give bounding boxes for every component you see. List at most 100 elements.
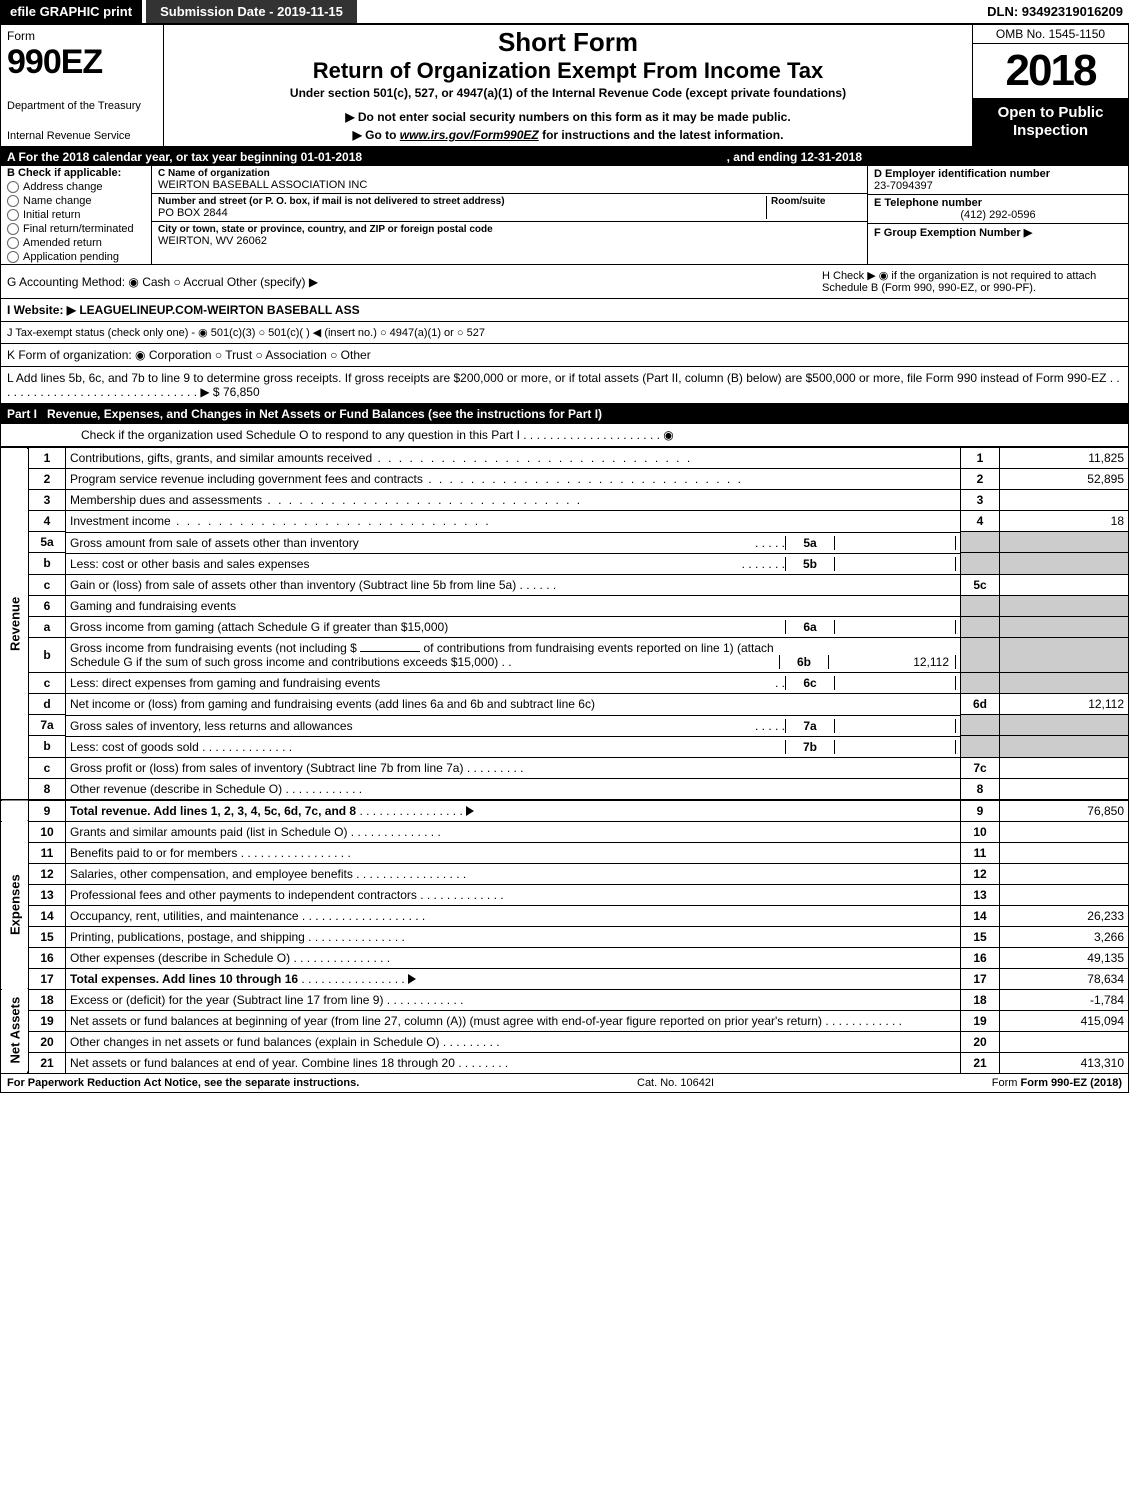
ln: c — [28, 672, 66, 694]
lnno: 9 — [961, 800, 1000, 822]
desc: Printing, publications, postage, and shi… — [66, 926, 961, 947]
subamt — [835, 536, 956, 550]
c-label: C Name of organization — [158, 168, 861, 179]
part1-header: Part I Revenue, Expenses, and Changes in… — [1, 404, 1128, 424]
desc: Gross sales of inventory, less returns a… — [66, 715, 960, 736]
amt — [1000, 1031, 1129, 1052]
amt — [1000, 884, 1129, 905]
radio-icon — [7, 209, 19, 221]
chk-pending[interactable]: Application pending — [1, 250, 151, 264]
lnno: 5c — [961, 574, 1000, 595]
chk-label: Name change — [23, 195, 92, 207]
desc: Contributions, gifts, grants, and simila… — [66, 448, 961, 469]
footer-form: Form 990-EZ (2018) — [1021, 1077, 1122, 1089]
chk-label: Application pending — [23, 251, 119, 263]
amt: 78,634 — [1000, 968, 1129, 989]
row-g-h: G Accounting Method: ◉ Cash ○ Accrual Ot… — [1, 265, 1128, 299]
form-header: Form 990EZ Department of the Treasury In… — [1, 25, 1128, 148]
lnno: 2 — [961, 469, 1000, 490]
dept-treasury: Department of the Treasury — [7, 100, 157, 112]
part1-check: Check if the organization used Schedule … — [1, 424, 1128, 447]
ln: 19 — [28, 1010, 66, 1031]
efile-button[interactable]: efile GRAPHIC print — [0, 0, 142, 23]
desc: Gain or (loss) from sale of assets other… — [66, 574, 961, 595]
amt — [1000, 778, 1129, 800]
subln: 6b — [779, 655, 829, 669]
amt: 12,112 — [1000, 694, 1129, 715]
ln: 12 — [28, 863, 66, 884]
lnno: 20 — [961, 1031, 1000, 1052]
lnno: 11 — [961, 842, 1000, 863]
irs-link[interactable]: www.irs.gov/Form990EZ — [400, 128, 539, 142]
lnno: 3 — [961, 490, 1000, 511]
ln: 10 — [28, 821, 66, 842]
chk-final[interactable]: Final return/terminated — [1, 222, 151, 236]
lnno: 1 — [961, 448, 1000, 469]
desc: Total revenue. Add lines 1, 2, 3, 4, 5c,… — [66, 800, 961, 822]
lnno — [961, 616, 1000, 637]
lnno — [961, 595, 1000, 616]
revenue-label: Revenue — [1, 448, 28, 800]
amt: 49,135 — [1000, 947, 1129, 968]
subln: 6a — [785, 620, 835, 634]
tax-year: 2018 — [973, 44, 1128, 98]
org-name: WEIRTON BASEBALL ASSOCIATION INC — [158, 179, 861, 191]
row-i: I Website: ▶ LEAGUELINEUP.COM-WEIRTON BA… — [1, 299, 1128, 322]
submission-date: Submission Date - 2019-11-15 — [146, 0, 357, 23]
amt: 415,094 — [1000, 1010, 1129, 1031]
ein-value: 23-7094397 — [874, 180, 1122, 192]
lnno: 21 — [961, 1052, 1000, 1073]
period-end: , and ending 12-31-2018 — [727, 150, 862, 164]
ln: d — [28, 694, 66, 715]
subln: 7a — [785, 719, 835, 733]
chk-address[interactable]: Address change — [1, 180, 151, 194]
part1-table: Revenue 1 Contributions, gifts, grants, … — [1, 447, 1128, 1073]
desc: Net assets or fund balances at beginning… — [66, 1010, 961, 1031]
accounting-method: G Accounting Method: ◉ Cash ○ Accrual Ot… — [7, 275, 318, 289]
desc: Professional fees and other payments to … — [66, 884, 961, 905]
chk-amended[interactable]: Amended return — [1, 236, 151, 250]
header-left: Form 990EZ Department of the Treasury In… — [1, 25, 164, 146]
subamt — [835, 719, 956, 733]
subamt — [835, 620, 956, 634]
period-row: A For the 2018 calendar year, or tax yea… — [1, 148, 1128, 166]
chk-initial[interactable]: Initial return — [1, 208, 151, 222]
footer-left: For Paperwork Reduction Act Notice, see … — [7, 1077, 359, 1089]
lnno: 19 — [961, 1010, 1000, 1031]
form-page: Form 990EZ Department of the Treasury In… — [0, 24, 1129, 1093]
ln: b — [28, 637, 66, 672]
desc: Benefits paid to or for members . . . . … — [66, 842, 961, 863]
expenses-label: Expenses — [1, 821, 28, 989]
period-begin: A For the 2018 calendar year, or tax yea… — [7, 150, 362, 164]
subln: 6c — [785, 676, 835, 690]
amt — [1000, 863, 1129, 884]
link-pre: ▶ Go to — [353, 128, 400, 142]
lnno — [961, 672, 1000, 694]
amt: 18 — [1000, 511, 1129, 532]
ln: 20 — [28, 1031, 66, 1052]
desc: Gaming and fundraising events — [66, 595, 961, 616]
header-right: OMB No. 1545-1150 2018 Open to Public In… — [972, 25, 1128, 146]
phone-cell: E Telephone number (412) 292-0596 — [868, 195, 1128, 224]
org-name-cell: C Name of organization WEIRTON BASEBALL … — [152, 166, 867, 194]
e-label: E Telephone number — [874, 197, 1122, 209]
row-j: J Tax-exempt status (check only one) - ◉… — [1, 322, 1128, 344]
ln: 15 — [28, 926, 66, 947]
amt — [1000, 616, 1129, 637]
phone-value: (412) 292-0596 — [874, 209, 1122, 221]
room-label: Room/suite — [766, 196, 861, 219]
ln: 17 — [28, 968, 66, 989]
ln: 18 — [28, 989, 66, 1010]
amt — [1000, 553, 1129, 575]
chk-name[interactable]: Name change — [1, 194, 151, 208]
part1-tag: Part I — [7, 407, 47, 421]
amt — [1000, 595, 1129, 616]
radio-icon — [7, 237, 19, 249]
desc: Other revenue (describe in Schedule O) .… — [66, 778, 961, 800]
amt — [1000, 821, 1129, 842]
desc: Less: cost or other basis and sales expe… — [66, 553, 960, 574]
addr-label: Number and street (or P. O. box, if mail… — [158, 196, 766, 207]
radio-icon — [7, 223, 19, 235]
lnno: 13 — [961, 884, 1000, 905]
amt: -1,784 — [1000, 989, 1129, 1010]
